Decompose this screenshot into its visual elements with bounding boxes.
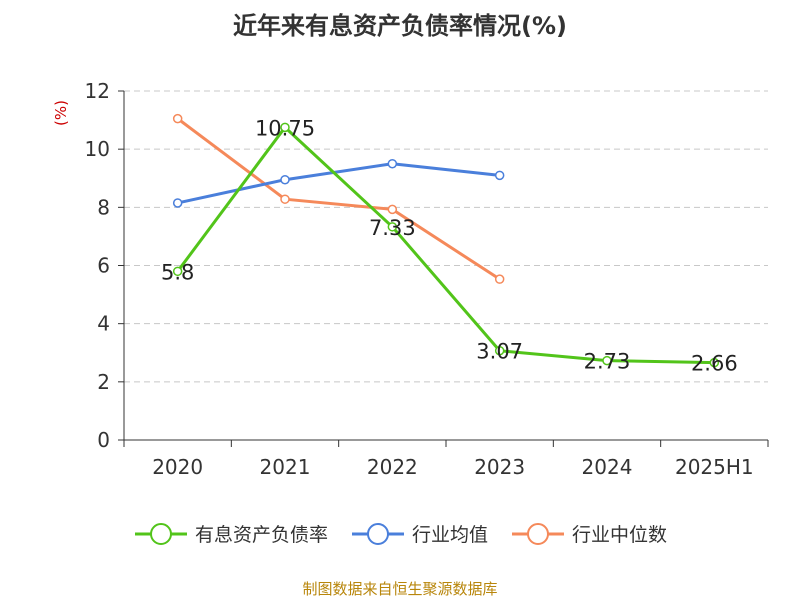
data-label: 7.33 — [369, 216, 416, 240]
series-layer — [172, 113, 720, 368]
data-label: 2.73 — [584, 350, 631, 374]
axis-layer: 0 2 4 6 8 10 12 2020 2021 2022 2023 2024 2025H1 — [85, 79, 769, 479]
data-label-layer: 5.8 10.75 7.33 3.07 2.73 2.66 — [161, 116, 738, 375]
source-note: 制图数据来自恒生聚源数据库 — [302, 580, 498, 598]
data-point — [387, 222, 398, 232]
x-tick-label: 2024 — [582, 455, 633, 479]
y-tick-label: 8 — [97, 195, 110, 219]
x-tick-label: 2020 — [152, 455, 203, 479]
x-tick-label: 2025H1 — [675, 455, 754, 479]
x-tick-label: 2022 — [367, 455, 418, 479]
legend-marker — [134, 522, 187, 545]
series-line — [176, 125, 715, 365]
data-point — [602, 355, 612, 366]
chart-title: 近年来有息资产负债率情况(%) — [233, 12, 567, 40]
data-point — [172, 113, 183, 124]
data-point — [494, 274, 505, 284]
legend-item[interactable]: 行业均值 — [350, 520, 488, 547]
legend-circle — [149, 522, 172, 545]
y-tick-label: 12 — [85, 79, 110, 103]
data-point — [709, 357, 720, 368]
legend-circle — [527, 522, 549, 545]
data-label: 5.8 — [161, 260, 194, 284]
y-tick-label: 10 — [85, 137, 110, 161]
legend-label: 有息资产负债率 — [194, 524, 328, 546]
data-label: 2.66 — [691, 352, 738, 376]
y-tick-label: 0 — [97, 428, 110, 452]
data-point — [172, 198, 183, 208]
legend-marker — [512, 522, 564, 545]
data-label: 10.75 — [255, 116, 315, 140]
y-tick-label: 4 — [97, 312, 110, 336]
legend-item[interactable]: 有息资产负债率 — [133, 520, 328, 547]
data-point — [494, 170, 505, 181]
data-point — [280, 174, 290, 185]
data-point — [280, 122, 290, 133]
data-point — [280, 194, 290, 204]
legend-label: 行业中位数 — [572, 524, 668, 546]
legend-circle — [366, 522, 389, 545]
y-tick-label: 6 — [97, 254, 110, 278]
x-tick-label: 2023 — [474, 455, 525, 479]
legend-marker — [351, 522, 404, 545]
legend-label: 行业均值 — [411, 524, 488, 546]
data-point — [172, 266, 183, 277]
series-line — [176, 117, 501, 281]
data-point — [387, 158, 398, 169]
data-point — [494, 345, 505, 356]
legend: 有息资产负债率 行业均值 行业中位数 — [0, 520, 800, 547]
data-point — [387, 204, 398, 215]
y-tick-label: 2 — [97, 370, 110, 394]
legend-item[interactable]: 行业中位数 — [510, 520, 667, 547]
x-tick-label: 2021 — [260, 455, 311, 479]
series-line — [177, 162, 500, 205]
grid-layer — [124, 90, 768, 383]
data-label: 3.07 — [476, 340, 523, 364]
